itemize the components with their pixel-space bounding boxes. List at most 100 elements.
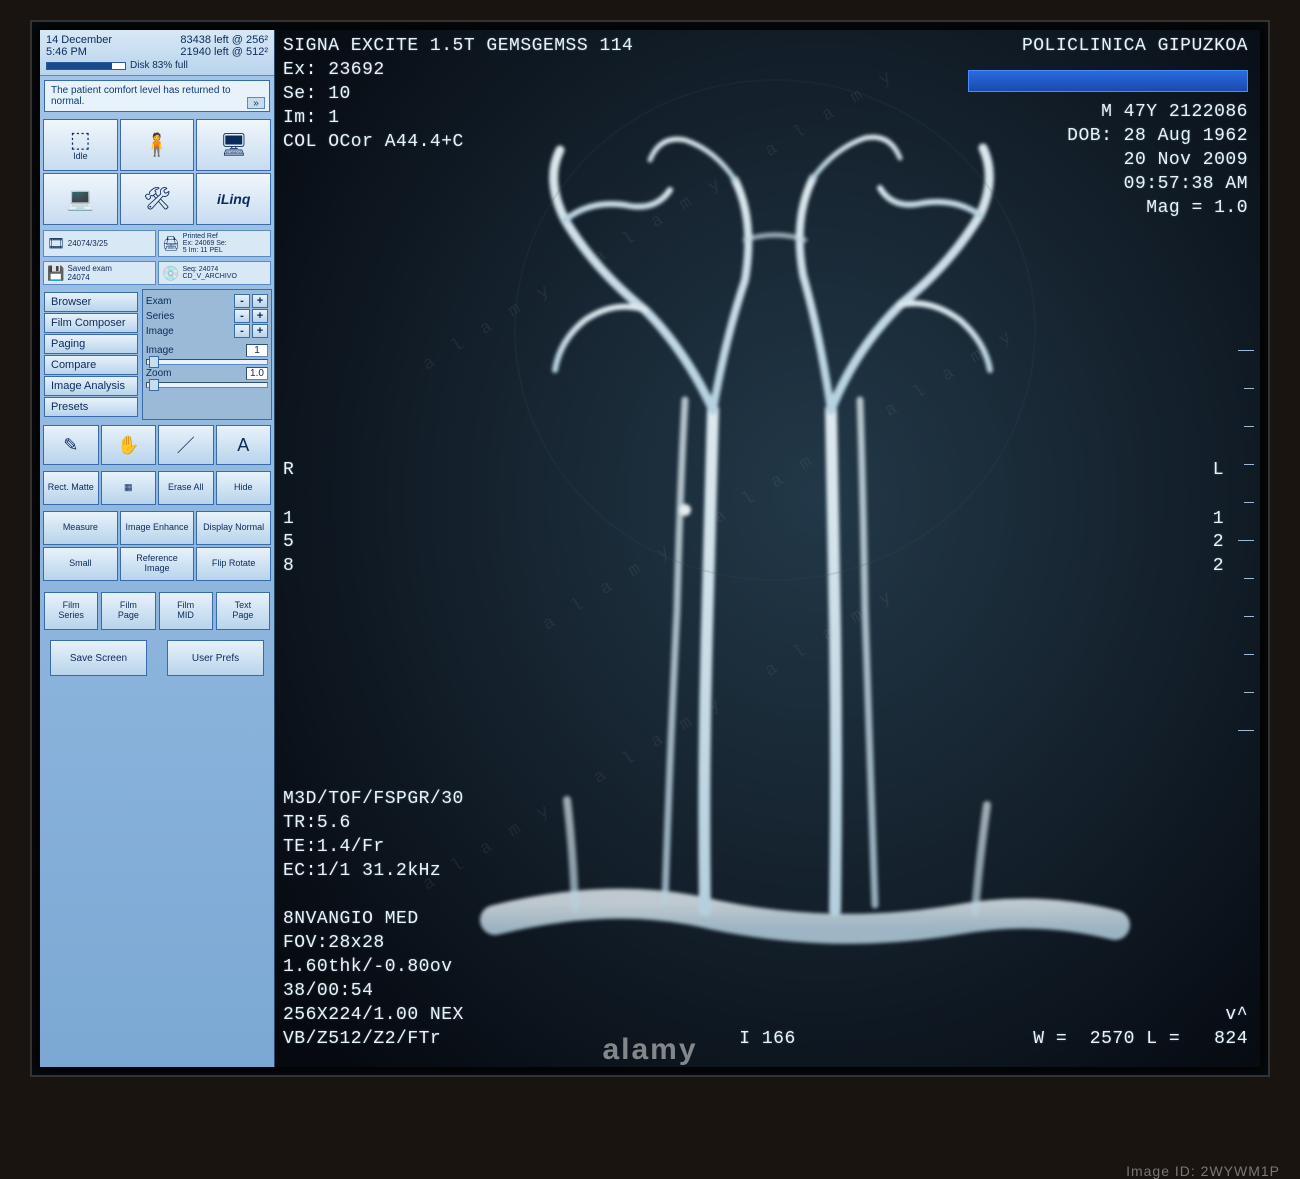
- seq-2: TR:5.6: [283, 813, 351, 833]
- nums-right: 1 2 2: [1213, 508, 1224, 578]
- nav-controls: Exam-+ Series-+ Image-+ Image1 Zoom1.0: [142, 289, 272, 420]
- image-slider-label: Image: [146, 345, 174, 356]
- line-icon: ／: [177, 432, 195, 458]
- small-button[interactable]: Small: [43, 547, 118, 581]
- patient-id: M 47Y 2122086: [1101, 102, 1248, 122]
- scanner-idle-button[interactable]: ⬚Idle: [43, 119, 118, 171]
- idle-label: Idle: [73, 151, 88, 161]
- grid-button[interactable]: ▦: [101, 471, 157, 505]
- zoom-slider-label: Zoom: [146, 368, 172, 379]
- comfort-message: The patient comfort level has returned t…: [44, 80, 270, 112]
- film-page-button[interactable]: TextPage: [216, 592, 270, 630]
- annotate-tool[interactable]: ✎: [43, 425, 99, 465]
- zoom-value: 1.0: [246, 367, 268, 380]
- vb: VB/Z512/Z2/FTr: [283, 1029, 441, 1049]
- status-left256: 83438 left @ 256²: [180, 34, 268, 46]
- measure-button[interactable]: Measure: [43, 511, 118, 545]
- patient-icon: 🧍: [143, 134, 170, 156]
- side-btn-paging[interactable]: Paging: [44, 334, 138, 354]
- side-btn-browser[interactable]: Browser: [44, 292, 138, 312]
- disk-usage-bar: [46, 62, 126, 70]
- printer-icon: 🖨: [162, 235, 180, 252]
- patient-button[interactable]: 🧍: [120, 119, 195, 171]
- user-prefs-button[interactable]: User Prefs: [167, 640, 264, 676]
- status-panel: 14 December 83438 left @ 256² 5:46 PM 21…: [40, 30, 274, 76]
- image-value: 1: [246, 344, 268, 357]
- pan-tool[interactable]: ✋: [101, 425, 157, 465]
- tools-button[interactable]: 🛠: [120, 173, 195, 225]
- v-marker: v^: [1225, 1005, 1248, 1025]
- image-number: Im: 1: [283, 108, 340, 128]
- reference-image-button[interactable]: Reference Image: [120, 547, 195, 581]
- mri-scanner-icon: ⬚: [70, 129, 91, 151]
- text-tool[interactable]: A: [216, 425, 272, 465]
- image-enhance-button[interactable]: Image Enhance: [120, 511, 195, 545]
- seq-4: EC:1/1 31.2kHz: [283, 861, 441, 881]
- scale-ruler: [1234, 350, 1254, 730]
- nums-left: 1 5 8: [283, 508, 294, 578]
- image-label: Image: [146, 326, 174, 337]
- disk-icon: 💾: [47, 265, 64, 282]
- series-number: Se: 10: [283, 84, 351, 104]
- series-next-button[interactable]: +: [252, 309, 268, 323]
- rect-matte-button[interactable]: Rect. Matte: [43, 471, 99, 505]
- left-marker: L: [1213, 460, 1224, 480]
- scanner-header: SIGNA EXCITE 1.5T GEMSGEMSS 114: [283, 36, 633, 56]
- hide-button[interactable]: Hide: [216, 471, 272, 505]
- image-slider[interactable]: [146, 359, 268, 365]
- control-sidebar: 14 December 83438 left @ 256² 5:46 PM 21…: [40, 30, 275, 1067]
- side-btn-compare[interactable]: Compare: [44, 355, 138, 375]
- side-btn-image-analysis[interactable]: Image Analysis: [44, 376, 138, 396]
- disk-usage-label: Disk 83% full: [130, 60, 188, 71]
- flip-rotate-button[interactable]: Flip Rotate: [196, 547, 271, 581]
- series-label: Series: [146, 311, 174, 322]
- film-series-button[interactable]: FilmSeries: [44, 592, 98, 630]
- magnification: Mag = 1.0: [1146, 198, 1248, 218]
- save-screen-button[interactable]: Save Screen: [50, 640, 147, 676]
- grid-icon: ▦: [124, 483, 133, 493]
- sequence-col: COL OCor A44.4+C: [283, 132, 464, 152]
- erase-all-button[interactable]: Erase All: [158, 471, 214, 505]
- tools-icon: 🛠: [143, 188, 171, 210]
- ilinq-button[interactable]: iLinq: [196, 173, 271, 225]
- patient-dob: DOB: 28 Aug 1962: [1067, 126, 1248, 146]
- thickness: 1.60thk/-0.80ov: [283, 957, 453, 977]
- study-date: 20 Nov 2009: [1124, 150, 1248, 170]
- exam-next-button[interactable]: +: [252, 294, 268, 308]
- archive-icon: 💿: [162, 265, 179, 282]
- workstation-button[interactable]: 💻: [43, 173, 118, 225]
- film-mid-button[interactable]: FilmMID: [159, 592, 213, 630]
- pencil-icon: ✎: [63, 435, 78, 456]
- image-viewport[interactable]: SIGNA EXCITE 1.5T GEMSGEMSS 114 POLICLIN…: [275, 30, 1260, 1067]
- exam-prev-button[interactable]: -: [234, 294, 250, 308]
- study-time: 09:57:38 AM: [1124, 174, 1248, 194]
- line-tool[interactable]: ／: [158, 425, 214, 465]
- status-date: 14 December: [46, 34, 112, 46]
- comfort-text: The patient comfort level has returned t…: [51, 85, 231, 107]
- zoom-slider[interactable]: [146, 382, 268, 388]
- right-marker: R: [283, 460, 294, 480]
- archive-status: 💿Seq: 24074 CD_V_ARCHIVO: [158, 261, 271, 285]
- ilinq-label: iLinq: [217, 191, 250, 207]
- side-btn-film-composer[interactable]: Film Composer: [44, 313, 138, 333]
- status-time: 5:46 PM: [46, 46, 87, 58]
- film-page-button[interactable]: FilmPage: [101, 592, 155, 630]
- scan-time: 38/00:54: [283, 981, 373, 1001]
- institution-name: POLICLINICA GIPUZKOA: [1022, 36, 1248, 56]
- monitor-button[interactable]: 🖥: [196, 119, 271, 171]
- side-btn-presets[interactable]: Presets: [44, 397, 138, 417]
- image-next-button[interactable]: +: [252, 324, 268, 338]
- hand-icon: ✋: [117, 435, 139, 456]
- matrix: 256X224/1.00 NEX: [283, 1005, 464, 1025]
- series-prev-button[interactable]: -: [234, 309, 250, 323]
- protocol: 8NVANGIO MED: [283, 909, 419, 929]
- status-left512: 21940 left @ 512²: [180, 46, 268, 58]
- image-prev-button[interactable]: -: [234, 324, 250, 338]
- series-progress: 🎞24074/3/25: [43, 230, 156, 257]
- exam-label: Exam: [146, 296, 172, 307]
- monitor-icon: 🖥: [220, 134, 248, 156]
- display-normal-button[interactable]: Display Normal: [196, 511, 271, 545]
- window-level: W = 2570 L = 824: [1033, 1029, 1248, 1049]
- comfort-next-button[interactable]: »: [247, 97, 265, 109]
- angiography-image: [415, 70, 1135, 970]
